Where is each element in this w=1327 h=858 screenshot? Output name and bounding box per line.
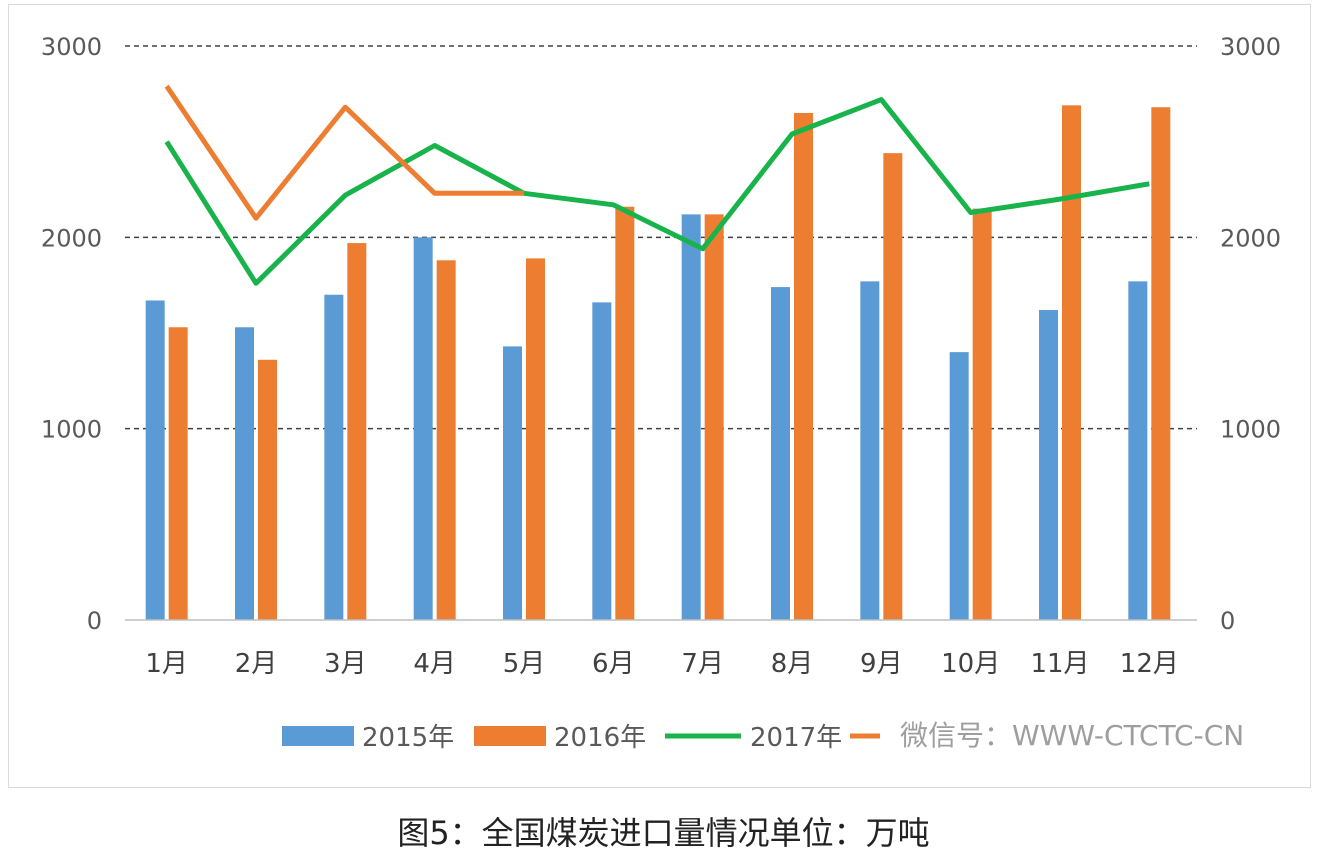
bar-2016	[794, 112, 813, 620]
bar-2015	[413, 237, 433, 621]
x-tick-label: 8月	[771, 649, 814, 679]
bar-2015	[324, 294, 344, 620]
x-tick-label: 5月	[503, 649, 546, 679]
x-tick-label: 11月	[1030, 649, 1089, 679]
bar-2016	[883, 153, 903, 620]
x-tick-label: 1月	[145, 649, 188, 679]
y-tick-label: 1000	[41, 416, 102, 444]
bar-2016	[1062, 105, 1081, 620]
x-tick-label: 6月	[592, 649, 635, 679]
legend-label: 2015年	[362, 723, 454, 753]
bar-2015	[860, 281, 880, 620]
bar-2016	[347, 243, 367, 620]
bar-2015	[503, 346, 522, 620]
figure-caption: 图5：全国煤炭进口量情况单位：万吨	[397, 814, 930, 852]
x-tick-label: 9月	[860, 649, 903, 679]
line-2017	[164, 97, 1150, 286]
x-tick-label: 4月	[413, 649, 456, 679]
bar-2016	[168, 327, 188, 620]
y2-tick-label: 1000	[1220, 416, 1281, 444]
bar-2016	[258, 359, 277, 620]
lines	[164, 84, 1150, 286]
bar-2015	[771, 287, 790, 620]
legend-swatch	[474, 726, 546, 746]
x-tick-label: 12月	[1120, 649, 1179, 679]
bar-2015	[592, 302, 612, 620]
bar-2016	[615, 206, 635, 620]
bar-2016	[704, 214, 724, 620]
legend-label: 2016年	[554, 723, 646, 753]
bar-2015	[681, 214, 701, 620]
y-tick-label: 3000	[41, 33, 102, 61]
bar-2016	[1151, 107, 1171, 620]
x-tick-label: 2月	[235, 649, 278, 679]
bar-2015	[1039, 310, 1058, 620]
x-tick-label: 10月	[941, 649, 1000, 679]
x-tick-label: 3月	[324, 649, 367, 679]
bar-2015	[145, 300, 165, 620]
legend: 2015年 2016年 2017年	[282, 723, 880, 753]
y2-tick-label: 2000	[1220, 224, 1281, 252]
chart-frame	[8, 4, 1311, 788]
bar-2015	[1128, 281, 1148, 620]
bars	[145, 105, 1171, 621]
y2-tick-label: 0	[1220, 607, 1235, 635]
bar-2016	[972, 208, 992, 620]
y-tick-label: 2000	[41, 224, 102, 252]
y-tick-label: 0	[87, 607, 102, 635]
bar-2016	[526, 258, 545, 620]
watermark-text: 微信号：WWW-CTCTC-CN	[900, 719, 1244, 752]
bar-2015	[235, 327, 254, 620]
legend-label: 2017年	[750, 723, 842, 753]
chart: 0 0 1000 1000 2000 2000 3000 3000 1月 2月 3月 4月 5月 6月 7月…	[41, 33, 1281, 753]
axes: 0 0 1000 1000 2000 2000 3000 3000 1月 2月 3月 4月 5月 6月 7月…	[41, 33, 1281, 679]
line-2016	[164, 84, 524, 221]
x-tick-label: 7月	[681, 649, 724, 679]
gridlines	[125, 45, 1197, 430]
bar-2016	[436, 260, 456, 620]
legend-swatch	[282, 726, 354, 746]
bar-2015	[949, 352, 969, 620]
y2-tick-label: 3000	[1220, 33, 1281, 61]
